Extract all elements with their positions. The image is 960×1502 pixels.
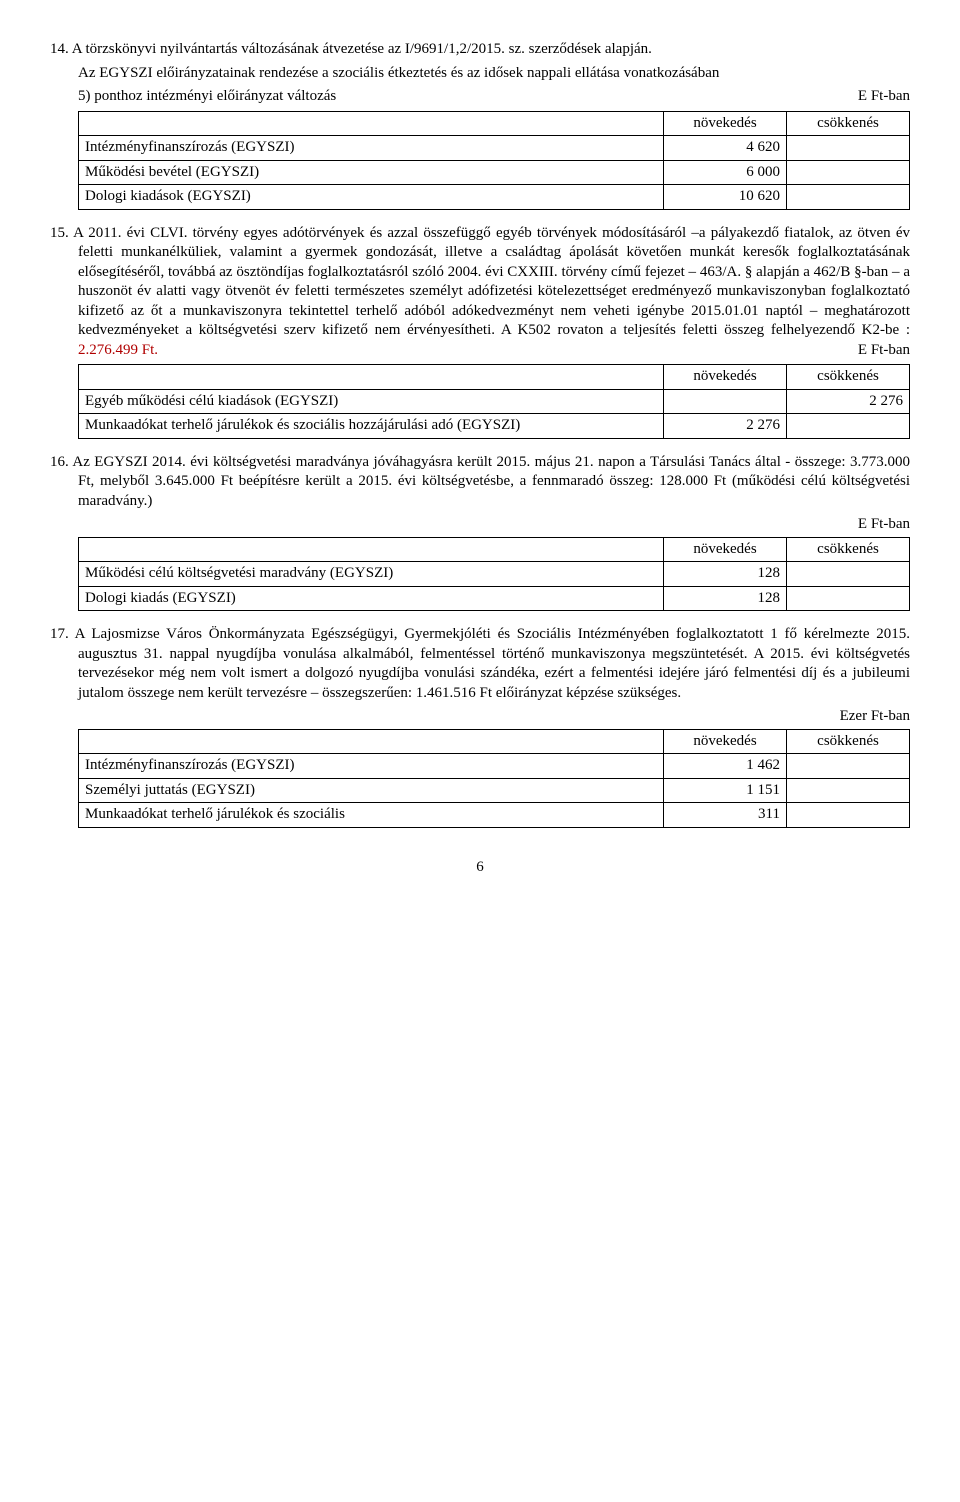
row-label: Működési bevétel (EGYSZI) — [79, 160, 664, 185]
s14-intro-a: 14. A törzskönyvi nyilvántartás változás… — [50, 40, 910, 60]
s14-num: 14. — [50, 41, 69, 57]
row-inc: 1 462 — [664, 754, 787, 779]
s17-body: Ezer Ft-ban növekedés csökkenés Intézmén… — [50, 707, 910, 828]
section-17: 17. A Lajosmizse Város Önkormányzata Egé… — [50, 625, 910, 828]
row-dec — [787, 754, 910, 779]
s17-num: 17. — [50, 626, 69, 642]
row-dec — [787, 414, 910, 439]
blank-head — [79, 111, 664, 136]
head-dec: csökkenés — [787, 729, 910, 754]
row-dec — [787, 562, 910, 587]
s16-body: E Ft-ban növekedés csökkenés Működési cé… — [50, 515, 910, 611]
s15-unit: E Ft-ban — [886, 341, 910, 361]
row-inc: 128 — [664, 586, 787, 611]
head-dec: csökkenés — [787, 537, 910, 562]
s16-table: növekedés csökkenés Működési célú költsé… — [78, 537, 910, 612]
row-dec — [787, 778, 910, 803]
s17-para: 17. A Lajosmizse Város Önkormányzata Egé… — [50, 625, 910, 703]
table-row: Munkaadókat terhelő járulékok és szociál… — [79, 414, 910, 439]
s14-intro-b: Az EGYSZI előirányzatainak rendezése a s… — [78, 64, 910, 84]
s14-intro-a-text: A törzskönyvi nyilvántartás változásának… — [72, 41, 652, 57]
row-dec: 2 276 — [787, 389, 910, 414]
table-head-row: növekedés csökkenés — [79, 111, 910, 136]
s17-table: növekedés csökkenés Intézményfinanszíroz… — [78, 729, 910, 828]
head-dec: csökkenés — [787, 365, 910, 390]
s17-unit: Ezer Ft-ban — [78, 707, 910, 727]
blank-head — [79, 365, 664, 390]
head-inc: növekedés — [664, 365, 787, 390]
s15-body: növekedés csökkenés Egyéb működési célú … — [50, 364, 910, 439]
s14-body: Az EGYSZI előirányzatainak rendezése a s… — [50, 64, 910, 210]
s16-text: Az EGYSZI 2014. évi költségvetési maradv… — [72, 454, 910, 509]
row-label: Intézményfinanszírozás (EGYSZI) — [79, 136, 664, 161]
table-row: Intézményfinanszírozás (EGYSZI) 1 462 — [79, 754, 910, 779]
table-row: Egyéb működési célú kiadások (EGYSZI) 2 … — [79, 389, 910, 414]
row-label: Intézményfinanszírozás (EGYSZI) — [79, 754, 664, 779]
row-inc: 2 276 — [664, 414, 787, 439]
table-row: Intézményfinanszírozás (EGYSZI) 4 620 — [79, 136, 910, 161]
row-inc: 128 — [664, 562, 787, 587]
s14-sub5: 5) ponthoz intézményi előirányzat változ… — [78, 87, 336, 107]
row-label: Személyi juttatás (EGYSZI) — [79, 778, 664, 803]
s15-num: 15. — [50, 225, 69, 241]
table-head-row: növekedés csökkenés — [79, 729, 910, 754]
blank-head — [79, 537, 664, 562]
head-inc: növekedés — [664, 537, 787, 562]
s14-unit: E Ft-ban — [858, 87, 910, 107]
table-head-row: növekedés csökkenés — [79, 365, 910, 390]
section-16: 16. Az EGYSZI 2014. évi költségvetési ma… — [50, 453, 910, 612]
row-inc — [664, 389, 787, 414]
s16-para: 16. Az EGYSZI 2014. évi költségvetési ma… — [50, 453, 910, 512]
row-inc: 4 620 — [664, 136, 787, 161]
s14-sub5-line: 5) ponthoz intézményi előirányzat változ… — [78, 87, 910, 107]
head-dec: csökkenés — [787, 111, 910, 136]
table-row: Működési bevétel (EGYSZI) 6 000 — [79, 160, 910, 185]
section-14: 14. A törzskönyvi nyilvántartás változás… — [50, 40, 910, 210]
row-inc: 311 — [664, 803, 787, 828]
s15-text-a: A 2011. évi CLVI. törvény egyes adótörvé… — [73, 225, 910, 339]
row-dec — [787, 136, 910, 161]
section-15: 15. A 2011. évi CLVI. törvény egyes adót… — [50, 224, 910, 439]
row-dec — [787, 803, 910, 828]
table-row: Személyi juttatás (EGYSZI) 1 151 — [79, 778, 910, 803]
row-dec — [787, 586, 910, 611]
row-dec — [787, 185, 910, 210]
s16-unit: E Ft-ban — [78, 515, 910, 535]
s14-table: növekedés csökkenés Intézményfinanszíroz… — [78, 111, 910, 210]
row-label: Egyéb működési célú kiadások (EGYSZI) — [79, 389, 664, 414]
row-inc: 10 620 — [664, 185, 787, 210]
row-label: Munkaadókat terhelő járulékok és szociál… — [79, 414, 664, 439]
row-label: Dologi kiadások (EGYSZI) — [79, 185, 664, 210]
table-row: Dologi kiadások (EGYSZI) 10 620 — [79, 185, 910, 210]
row-label: Munkaadókat terhelő járulékok és szociál… — [79, 803, 664, 828]
table-head-row: növekedés csökkenés — [79, 537, 910, 562]
table-row: Működési célú költségvetési maradvány (E… — [79, 562, 910, 587]
s15-table: növekedés csökkenés Egyéb működési célú … — [78, 364, 910, 439]
page-number: 6 — [50, 858, 910, 878]
table-row: Munkaadókat terhelő járulékok és szociál… — [79, 803, 910, 828]
head-inc: növekedés — [664, 111, 787, 136]
row-inc: 1 151 — [664, 778, 787, 803]
s15-para: 15. A 2011. évi CLVI. törvény egyes adót… — [50, 224, 910, 361]
s16-num: 16. — [50, 454, 69, 470]
row-inc: 6 000 — [664, 160, 787, 185]
s17-text: A Lajosmizse Város Önkormányzata Egészsé… — [75, 626, 910, 701]
s15-red: 2.276.499 Ft. — [78, 342, 158, 358]
head-inc: növekedés — [664, 729, 787, 754]
row-label: Működési célú költségvetési maradvány (E… — [79, 562, 664, 587]
row-dec — [787, 160, 910, 185]
row-label: Dologi kiadás (EGYSZI) — [79, 586, 664, 611]
blank-head — [79, 729, 664, 754]
table-row: Dologi kiadás (EGYSZI) 128 — [79, 586, 910, 611]
